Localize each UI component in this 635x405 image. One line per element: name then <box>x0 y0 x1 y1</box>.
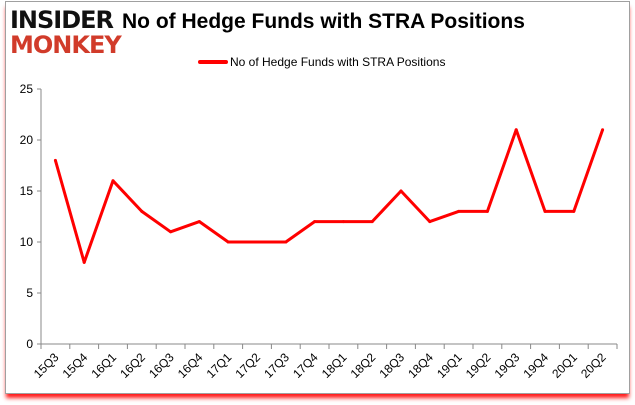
y-tick-label: 0 <box>26 337 33 351</box>
x-tick-label: 16Q4 <box>175 350 206 381</box>
legend-label: No of Hedge Funds with STRA Positions <box>230 55 446 69</box>
logo-line-1: INSIDER <box>10 6 114 34</box>
data-point <box>485 209 489 213</box>
chart-frame <box>5 1 630 394</box>
x-tick-label: 19Q3 <box>492 350 523 381</box>
data-point <box>543 209 547 213</box>
legend: No of Hedge Funds with STRA Positions <box>198 55 445 69</box>
y-tick-label: 15 <box>20 184 34 198</box>
x-tick-label: 19Q1 <box>434 350 465 381</box>
x-tick-label: 18Q4 <box>405 350 436 381</box>
data-point <box>313 220 317 224</box>
x-tick-label: 20Q2 <box>578 350 609 381</box>
data-point <box>457 209 461 213</box>
x-tick-label: 20Q1 <box>549 350 580 381</box>
x-tick-label: 19Q2 <box>463 350 494 381</box>
x-tick-label: 17Q2 <box>232 350 263 381</box>
x-tick-label: 17Q3 <box>261 350 292 381</box>
data-point <box>140 209 144 213</box>
data-point <box>370 220 374 224</box>
data-point <box>428 220 432 224</box>
x-tick-label: 15Q4 <box>60 350 91 381</box>
x-tick-label: 16Q1 <box>88 350 119 381</box>
data-point <box>284 240 288 244</box>
x-tick-label: 18Q3 <box>376 350 407 381</box>
x-tick-label: 16Q3 <box>146 350 177 381</box>
data-point <box>572 209 576 213</box>
data-point <box>514 128 518 132</box>
y-tick-label: 5 <box>26 286 33 300</box>
y-tick-label: 25 <box>20 82 34 96</box>
series-line <box>53 128 605 264</box>
x-tick-label: 18Q2 <box>348 350 379 381</box>
data-point <box>601 128 605 132</box>
data-point <box>82 260 86 264</box>
x-tick-label: 17Q1 <box>204 350 235 381</box>
x-tick-label: 17Q4 <box>290 350 321 381</box>
x-tick-label: 16Q2 <box>117 350 148 381</box>
data-point <box>399 189 403 193</box>
y-tick-label: 20 <box>20 133 34 147</box>
y-tick-label: 10 <box>20 235 34 249</box>
data-point <box>169 230 173 234</box>
chart-title: No of Hedge Funds with STRA Positions <box>122 10 525 33</box>
data-point <box>197 220 201 224</box>
data-point <box>341 220 345 224</box>
x-tick-label: 15Q3 <box>31 350 62 381</box>
data-point <box>53 158 57 162</box>
data-point <box>255 240 259 244</box>
data-point <box>226 240 230 244</box>
x-tick-label: 19Q4 <box>520 350 551 381</box>
x-tick-label: 18Q1 <box>319 350 350 381</box>
data-point <box>111 179 115 183</box>
logo-line-2: MONKEY <box>10 31 122 59</box>
legend-swatch <box>198 60 228 64</box>
insider-monkey-logo: INSIDER MONKEY <box>10 6 122 59</box>
